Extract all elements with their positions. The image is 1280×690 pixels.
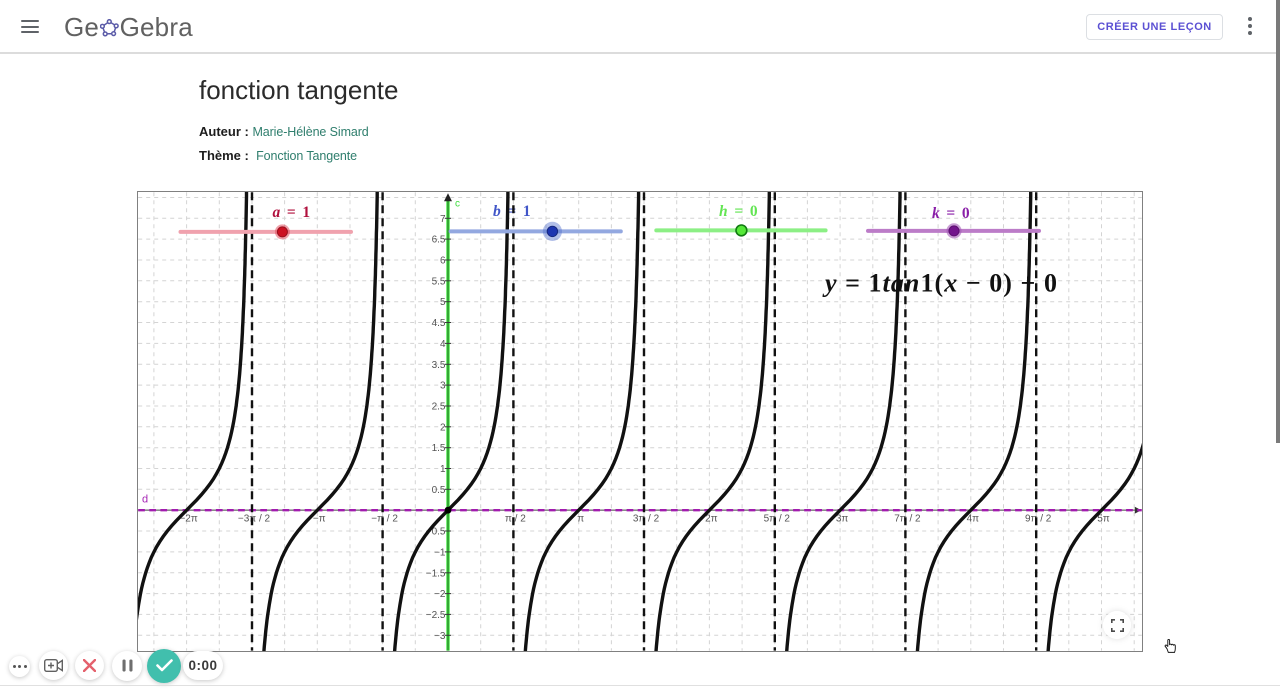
svg-text:7π / 2: 7π / 2	[894, 513, 921, 524]
svg-text:5π / 2: 5π / 2	[764, 513, 791, 524]
svg-text:−1.5: −1.5	[426, 568, 446, 579]
svg-text:h = 0: h = 0	[719, 203, 759, 220]
svg-text:4.5: 4.5	[432, 318, 446, 329]
svg-text:2: 2	[440, 422, 446, 433]
svg-text:1: 1	[440, 464, 446, 475]
svg-text:6.5: 6.5	[432, 235, 446, 246]
svg-text:−3π / 2: −3π / 2	[238, 513, 271, 524]
svg-text:−2.5: −2.5	[426, 610, 446, 621]
svg-text:a = 1: a = 1	[272, 204, 311, 221]
svg-text:2π: 2π	[705, 513, 718, 524]
svg-text:b = 1: b = 1	[493, 203, 532, 220]
svg-text:−2: −2	[434, 589, 446, 600]
svg-text:−π: −π	[313, 513, 326, 524]
svg-text:5: 5	[440, 297, 446, 308]
svg-text:4: 4	[440, 339, 446, 350]
svg-text:0.5: 0.5	[432, 485, 446, 496]
svg-text:c: c	[455, 198, 460, 209]
svg-text:−1: −1	[434, 547, 446, 558]
svg-text:5.5: 5.5	[432, 276, 446, 287]
svg-text:9π / 2: 9π / 2	[1025, 513, 1052, 524]
svg-text:4π: 4π	[967, 513, 980, 524]
svg-text:π / 2: π / 2	[505, 513, 526, 524]
svg-text:y = 1tan1(x − 0) + 0: y = 1tan1(x − 0) + 0	[822, 268, 1058, 297]
svg-text:1.5: 1.5	[432, 443, 446, 454]
svg-text:−3: −3	[434, 631, 446, 642]
svg-text:−π / 2: −π / 2	[371, 513, 398, 524]
svg-text:6: 6	[440, 256, 446, 267]
svg-text:k = 0: k = 0	[932, 205, 971, 222]
svg-text:3.5: 3.5	[432, 360, 446, 371]
svg-text:d: d	[142, 493, 148, 505]
svg-text:−0.5: −0.5	[426, 527, 446, 538]
svg-text:3π: 3π	[836, 513, 849, 524]
svg-text:3π / 2: 3π / 2	[633, 513, 660, 524]
svg-text:3: 3	[440, 381, 446, 392]
svg-text:2.5: 2.5	[432, 402, 446, 413]
svg-text:7: 7	[440, 214, 446, 225]
svg-text:5π: 5π	[1097, 513, 1110, 524]
svg-text:−2π: −2π	[179, 513, 197, 524]
svg-text:π: π	[577, 513, 584, 524]
